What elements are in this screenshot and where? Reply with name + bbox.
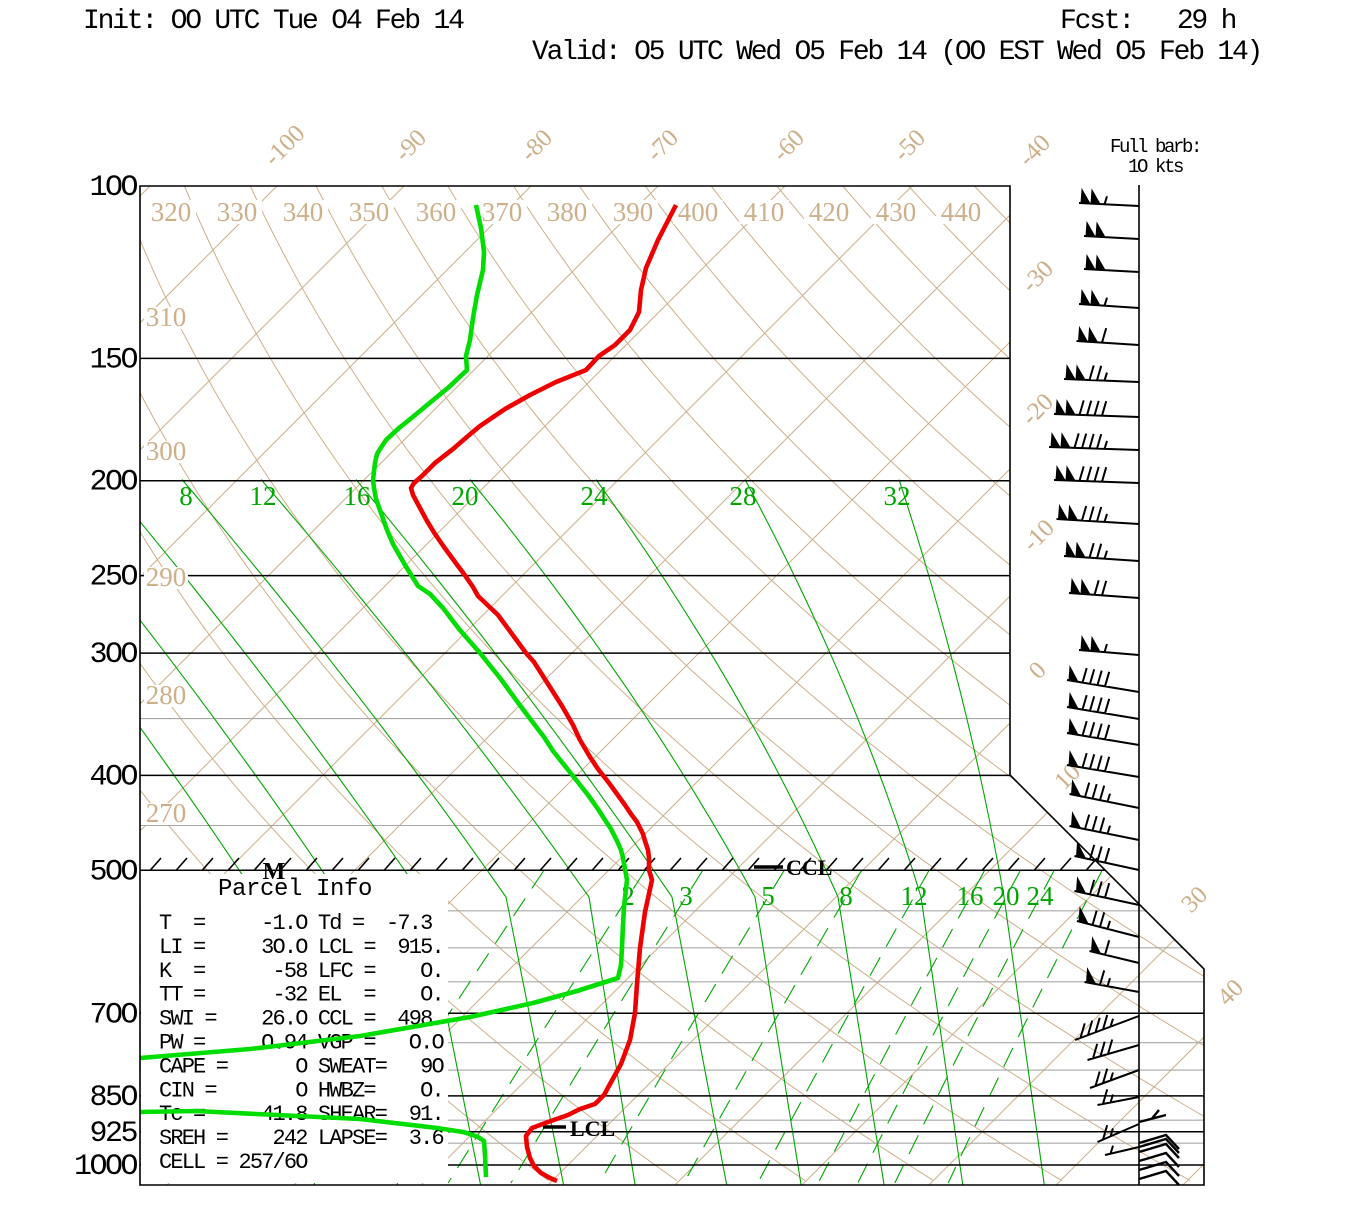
svg-text:24: 24 [581, 481, 609, 511]
svg-text:420: 420 [809, 197, 850, 227]
svg-text:8: 8 [179, 481, 193, 511]
svg-text:350: 350 [349, 197, 390, 227]
svg-text:8: 8 [839, 881, 853, 911]
svg-text:280: 280 [146, 680, 187, 710]
svg-text:SREH = 242 LAPSE= 3.6: SREH = 242 LAPSE= 3.6 [159, 1126, 443, 1151]
svg-text:12: 12 [901, 881, 928, 911]
svg-text:16: 16 [344, 481, 371, 511]
svg-text:CCL: CCL [786, 855, 832, 880]
svg-text:Valid: O5 UTC Wed O5 Feb 14 (O: Valid: O5 UTC Wed O5 Feb 14 (OO EST Wed … [532, 37, 1261, 68]
svg-text:12: 12 [250, 481, 277, 511]
svg-text:300: 300 [146, 436, 187, 466]
svg-text:LCL: LCL [570, 1116, 615, 1141]
svg-text:925: 925 [89, 1117, 137, 1151]
svg-text:1OOO: 1OOO [74, 1150, 138, 1184]
svg-text:4OO: 4OO [89, 760, 137, 794]
svg-text:290: 290 [146, 562, 187, 592]
svg-text:24: 24 [1027, 881, 1055, 911]
svg-text:400: 400 [678, 197, 719, 227]
svg-text:370: 370 [482, 197, 523, 227]
svg-text:M: M [263, 859, 286, 885]
svg-text:20: 20 [452, 481, 479, 511]
svg-text:310: 310 [146, 302, 187, 332]
svg-text:CAPE = O SWEAT= 9O: CAPE = O SWEAT= 9O [159, 1054, 444, 1079]
svg-text:1O kts: 1O kts [1128, 156, 1183, 178]
svg-text:Parcel Info: Parcel Info [218, 876, 372, 903]
svg-text:390: 390 [613, 197, 654, 227]
svg-text:430: 430 [876, 197, 917, 227]
svg-text:25O: 25O [89, 561, 137, 595]
svg-text:330: 330 [217, 197, 258, 227]
svg-text:15O: 15O [89, 343, 137, 377]
svg-text:CELL = 257/6O: CELL = 257/6O [159, 1150, 308, 1175]
svg-text:440: 440 [941, 197, 982, 227]
svg-text:Full barb:: Full barb: [1110, 136, 1200, 158]
svg-text:28: 28 [730, 481, 757, 511]
svg-text:3: 3 [679, 881, 693, 911]
svg-text:1OO: 1OO [89, 171, 137, 205]
svg-text:16: 16 [957, 881, 984, 911]
svg-text:270: 270 [146, 798, 187, 828]
svg-text:LI = 3O.O LCL = 915.: LI = 3O.O LCL = 915. [159, 935, 443, 960]
svg-text:85O: 85O [89, 1081, 137, 1115]
svg-text:K = -58 LFC = O.: K = -58 LFC = O. [159, 959, 443, 984]
svg-text:20: 20 [993, 881, 1020, 911]
svg-text:7OO: 7OO [89, 998, 137, 1032]
svg-text:5: 5 [761, 881, 775, 911]
svg-text:TT = -32 EL = O.: TT = -32 EL = O. [159, 983, 443, 1008]
svg-text:340: 340 [283, 197, 324, 227]
svg-text:3OO: 3OO [89, 638, 137, 672]
svg-text:CIN = O HWBZ= O.: CIN = O HWBZ= O. [159, 1078, 443, 1103]
svg-text:360: 360 [416, 197, 457, 227]
svg-text:320: 320 [151, 197, 192, 227]
svg-text:T = -1.O Td = -7.3: T = -1.O Td = -7.3 [159, 911, 432, 936]
svg-text:Init: OO UTC Tue O4 Feb 14: Init: OO UTC Tue O4 Feb 14 [83, 6, 464, 37]
svg-text:2OO: 2OO [89, 466, 137, 500]
svg-text:Fcst: 29 h: Fcst: 29 h [1060, 6, 1236, 37]
svg-text:32: 32 [884, 481, 911, 511]
svg-text:410: 410 [744, 197, 785, 227]
svg-text:380: 380 [547, 197, 588, 227]
svg-text:5OO: 5OO [89, 855, 137, 889]
